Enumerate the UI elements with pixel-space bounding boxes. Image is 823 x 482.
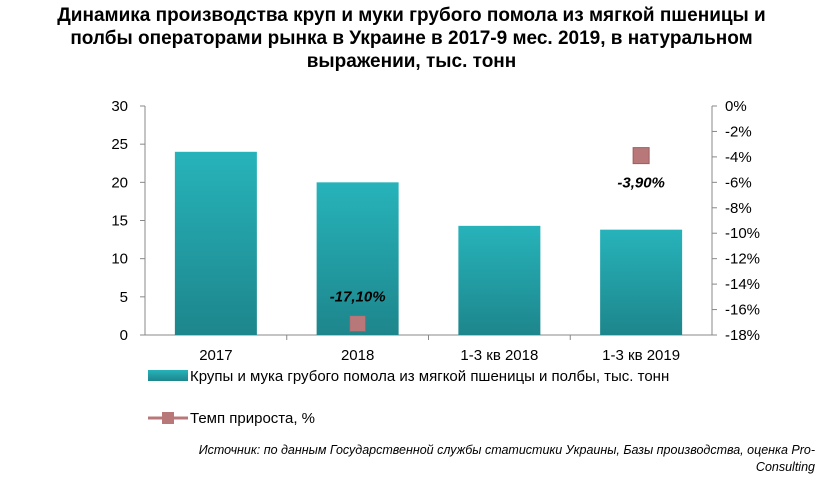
x-tick-label: 2017 (199, 347, 232, 364)
left-tick-label: 20 (111, 174, 128, 191)
right-tick-label: -18% (725, 327, 760, 344)
markers (349, 147, 650, 333)
bars (174, 151, 683, 335)
labels: -17,10% -3,90% (330, 175, 665, 306)
right-tick-label: -12% (725, 251, 760, 268)
bar (316, 182, 399, 335)
legend-swatch-bars (148, 370, 188, 381)
right-tick-label: -8% (725, 200, 752, 217)
chart-title: Динамика производства круп и муки грубог… (57, 5, 766, 72)
right-tick-label: -16% (725, 302, 760, 319)
left-tick-label: 25 (111, 136, 128, 153)
growth-marker (632, 147, 650, 165)
bar (458, 225, 541, 335)
left-tick-label: 5 (120, 289, 128, 306)
legend-label-bars: Крупы и мука грубого помола из мягкой пш… (190, 368, 669, 385)
data-label: -17,10% (330, 289, 386, 306)
x-tick-label: 1-3 кв 2018 (460, 347, 538, 364)
right-tick-label: -6% (725, 174, 752, 191)
chart-area: 0 5 10 15 20 25 30 -18% -16% -14% -12% -10% -8% -6% -4… (111, 98, 760, 427)
legend-label-growth: Темп прироста, % (190, 410, 315, 427)
left-tick-label: 30 (111, 98, 128, 115)
right-tick-label: -2% (725, 123, 752, 140)
right-tick-label: 0% (725, 98, 747, 115)
x-tick-label: 2018 (341, 347, 374, 364)
x-tick-label: 1-3 кв 2019 (602, 347, 680, 364)
data-label: -3,90% (617, 175, 665, 192)
legend: Крупы и мука грубого помола из мягкой пш… (148, 368, 669, 427)
left-tick-label: 15 (111, 213, 128, 230)
bar (174, 151, 257, 335)
right-tick-label: -10% (725, 225, 760, 242)
source-note: Источник: по данным Государственной служ… (198, 443, 815, 474)
left-tick-label: 0 (120, 327, 128, 344)
right-tick-label: -14% (725, 276, 760, 293)
growth-marker (349, 315, 367, 333)
right-tick-label: -4% (725, 149, 752, 166)
legend-marker-growth (162, 412, 174, 424)
left-tick-label: 10 (111, 251, 128, 268)
bar (600, 229, 683, 335)
